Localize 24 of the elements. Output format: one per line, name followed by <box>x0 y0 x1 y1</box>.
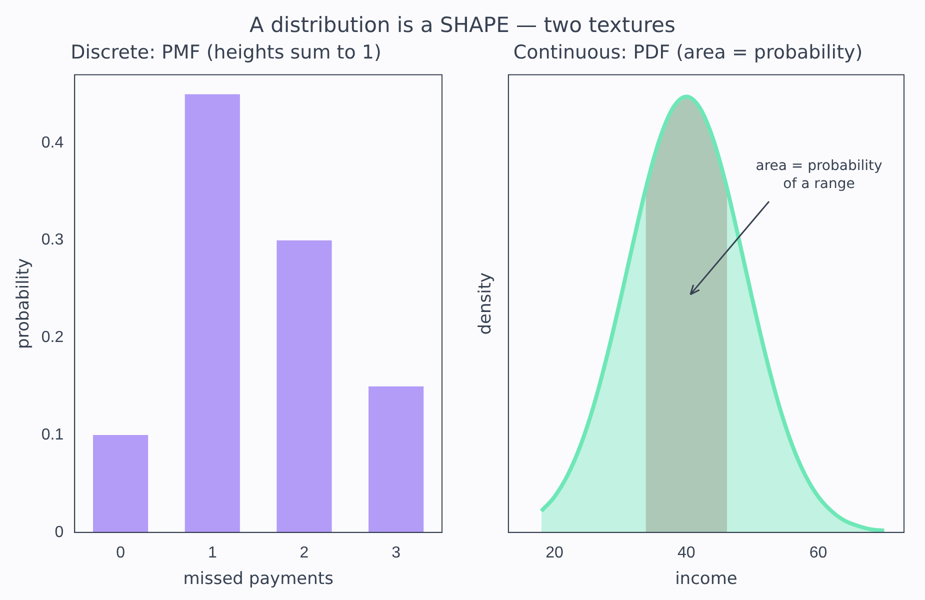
y-axis-title: density <box>476 272 496 335</box>
chart-title: Discrete: PMF (heights sum to 1) <box>70 41 382 64</box>
y-tick-label: 0.2 <box>41 329 64 346</box>
x-tick-label: 3 <box>392 544 401 562</box>
y-axis-title: probability <box>14 258 34 349</box>
bar <box>184 94 240 532</box>
bar <box>276 240 332 532</box>
x-tick-label: 20 <box>546 544 564 562</box>
text: A distribution is a SHAPE — two textures <box>248 12 676 39</box>
x-axis-title: income <box>675 569 738 590</box>
x-tick-label: 1 <box>208 544 217 562</box>
x-tick-label: 0 <box>116 544 126 562</box>
bar <box>368 386 424 532</box>
x-tick-label: 40 <box>678 544 696 562</box>
bar <box>93 435 148 532</box>
y-tick-label: 0.1 <box>41 426 64 444</box>
chart-title: Continuous: PDF (area = probability) <box>513 41 863 64</box>
annotation: area = probability of a range <box>756 158 882 192</box>
y-tick-label: 0 <box>54 524 64 541</box>
y-tick-label: 0.3 <box>41 232 64 249</box>
x-axis-title: missed payments <box>183 569 334 590</box>
y-tick-label: 0.4 <box>41 134 64 152</box>
x-tick-label: 2 <box>300 544 309 562</box>
x-tick-label: 60 <box>809 544 828 562</box>
